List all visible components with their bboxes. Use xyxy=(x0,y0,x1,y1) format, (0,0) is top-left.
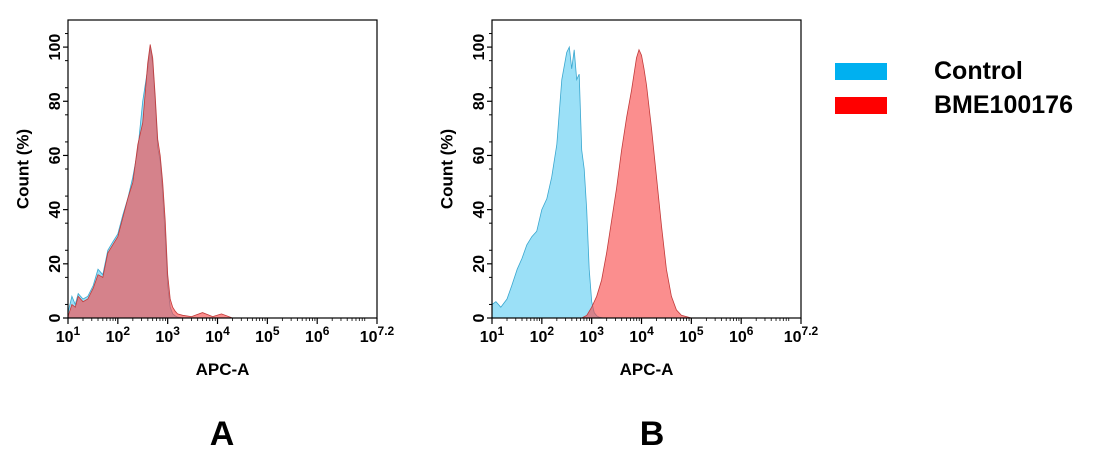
y-tick-label: 0 xyxy=(47,313,64,322)
y-tick-label: 100 xyxy=(47,34,64,61)
y-tick-label: 20 xyxy=(47,255,64,273)
x-tick-label: 101 xyxy=(56,324,81,346)
x-tick-label: 105 xyxy=(255,324,280,346)
legend: Control BME100176 xyxy=(835,57,1073,119)
legend-label-control: Control xyxy=(934,57,1023,85)
chart-panel-a: 0 20 40 60 80 100 101 102 103 104 105 106 107.2 APC-A… xyxy=(13,19,395,453)
x-tick-label: 103 xyxy=(579,324,604,346)
x-tick-label: 104 xyxy=(205,324,230,346)
y-tick-label: 40 xyxy=(47,201,64,219)
x-tick-label: 105 xyxy=(679,324,704,346)
x-tick-label: 101 xyxy=(480,324,505,346)
x-axis-title: APC-A xyxy=(620,360,674,379)
x-tick-label: 107.2 xyxy=(360,324,395,346)
y-tick-label: 0 xyxy=(471,313,488,322)
panel-label: B xyxy=(640,415,665,453)
y-tick-label: 80 xyxy=(47,92,64,110)
y-axis-title: Count (%) xyxy=(437,129,456,209)
chart-panel-b: 0 20 40 60 80 100 101 102 103 104 105 106 107.2 APC-A… xyxy=(437,19,819,453)
series-bme100176-area xyxy=(492,48,801,319)
x-tick-label: 106 xyxy=(305,324,330,346)
x-tick-label: 102 xyxy=(106,324,131,346)
y-tick-label: 40 xyxy=(471,201,488,219)
x-tick-label: 104 xyxy=(629,324,654,346)
y-tick-label: 100 xyxy=(471,34,488,61)
x-tick-label: 107.2 xyxy=(784,324,819,346)
series-bme100176-area xyxy=(67,44,377,319)
x-tick-label: 103 xyxy=(155,324,180,346)
panel-label: A xyxy=(210,415,235,453)
legend-swatch-control xyxy=(835,63,887,80)
y-axis-title: Count (%) xyxy=(13,129,32,209)
y-tick-label: 60 xyxy=(47,146,64,164)
y-tick-label: 80 xyxy=(471,92,488,110)
legend-label-bme100176: BME100176 xyxy=(934,91,1073,119)
y-tick-label: 20 xyxy=(471,255,488,273)
x-tick-label: 102 xyxy=(530,324,555,346)
legend-swatch-bme100176 xyxy=(835,97,887,114)
y-tick-label: 60 xyxy=(471,146,488,164)
x-tick-label: 106 xyxy=(729,324,754,346)
x-axis-title: APC-A xyxy=(196,360,250,379)
